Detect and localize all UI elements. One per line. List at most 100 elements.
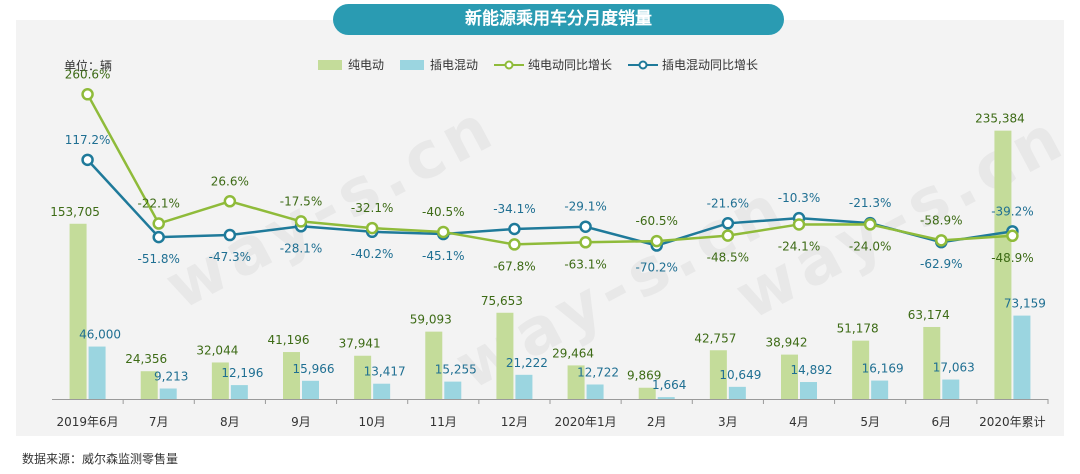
phev-yoy-label: -47.3% [209, 250, 251, 264]
bev-yoy-point [223, 195, 237, 208]
bar-label-phev: 21,222 [506, 356, 548, 370]
bar-label-phev: 16,169 [862, 362, 904, 376]
bar-label-bev: 38,942 [766, 336, 808, 350]
bev-yoy-label: 260.6% [65, 67, 111, 81]
legend-label-bev-yoy: 纯电动同比增长 [528, 58, 613, 72]
bar-phev [88, 346, 106, 399]
bar-label-phev: 13,417 [364, 365, 406, 379]
bar-label-bev: 37,941 [339, 337, 381, 351]
bar-label-phev: 9,213 [154, 369, 188, 383]
bar-label-phev: 15,255 [435, 363, 477, 377]
bar-label-phev: 12,722 [577, 365, 619, 379]
bar-phev [159, 388, 177, 399]
bev-yoy-point [437, 225, 450, 239]
bev-yoy-label: -40.5% [422, 205, 464, 219]
phev-yoy-point [152, 230, 165, 244]
bev-yoy-label: -24.0% [849, 239, 891, 253]
bar-label-bev: 75,653 [481, 294, 523, 308]
bar-bev [425, 331, 443, 399]
bar-bev [283, 352, 300, 399]
x-tick-label: 2020年累计 [979, 415, 1046, 429]
bar-label-bev: 235,384 [975, 112, 1025, 126]
bev-yoy-label: -17.5% [280, 194, 322, 208]
bar-bev [994, 130, 1012, 400]
bar-bev [69, 223, 87, 399]
legend-item-bev: 纯电动 [318, 56, 384, 73]
phev-yoy-point [721, 217, 735, 230]
x-tick-label: 9月 [291, 415, 311, 429]
chart-title: 新能源乘用车分月度销量 [333, 4, 784, 35]
legend: 纯电动 插电混动 纯电动同比增长 插电混动同比增长 [318, 56, 774, 73]
bar-label-bev: 41,196 [268, 333, 310, 347]
bev-yoy-label: -67.8% [493, 259, 535, 273]
bar-label-bev: 59,093 [410, 313, 452, 327]
bev-yoy-point [650, 234, 663, 248]
bev-yoy-point [721, 229, 735, 242]
phev-yoy-point [223, 228, 237, 242]
bar-label-phev: 10,649 [719, 368, 761, 382]
phev-yoy-label: -40.2% [351, 247, 393, 261]
legend-label-phev: 插电混动 [430, 58, 479, 72]
phev-yoy-point [81, 153, 94, 167]
phev-yoy-label: -39.2% [991, 204, 1033, 218]
bar-phev [728, 386, 746, 399]
bev-yoy-label: 26.6% [211, 174, 249, 188]
x-tick-label: 3月 [718, 415, 738, 429]
bar-bev [140, 371, 158, 399]
bar-label-phev: 17,063 [933, 361, 975, 375]
bev-yoy-point [365, 221, 379, 235]
bar-label-phev: 73,159 [1004, 297, 1046, 311]
bar-bev [781, 354, 798, 399]
phev-yoy-point [508, 222, 521, 236]
x-tick-label: 7月 [149, 415, 169, 429]
x-tick-label: 11月 [430, 415, 457, 429]
bar-label-bev: 32,044 [196, 343, 238, 357]
phev-yoy-label: -70.2% [635, 261, 677, 275]
x-tick-label: 4月 [789, 415, 809, 429]
bev-yoy-label: -22.1% [137, 197, 179, 211]
bar-phev [871, 380, 889, 399]
bev-yoy-point [294, 215, 308, 228]
phev-yoy-label: -34.1% [493, 202, 535, 216]
bev-yoy-point [152, 217, 165, 230]
bar-bev [852, 340, 870, 399]
bev-yoy-label: -24.1% [778, 239, 820, 253]
bar-bev [709, 350, 727, 399]
phev-yoy-label: -28.1% [280, 241, 322, 255]
legend-label-phev-yoy: 插电混动同比增长 [662, 58, 759, 72]
bev-yoy-label: -60.5% [635, 214, 677, 228]
phev-yoy-label: -21.6% [707, 196, 749, 210]
bar-label-phev: 1,664 [652, 378, 686, 392]
bev-yoy-label: -48.9% [991, 251, 1033, 265]
bar-phev [230, 385, 248, 399]
source-note: 数据来源：威尔森监测零售量 [22, 452, 179, 466]
bar-label-phev: 15,966 [293, 362, 335, 376]
bev-yoy-point [935, 234, 948, 247]
bar-label-bev: 42,757 [694, 331, 736, 345]
phev-yoy-point [579, 220, 592, 233]
phev-yoy-line [86, 159, 1013, 247]
x-tick-label: 2月 [647, 415, 667, 429]
x-tick-label: 5月 [860, 415, 880, 429]
phev-yoy-label: -51.8% [137, 252, 179, 266]
bar-phev [302, 380, 319, 399]
x-tick-label: 12月 [501, 415, 528, 429]
bev-yoy-label: -63.1% [564, 257, 606, 271]
legend-item-phev-yoy: 插电混动同比增长 [628, 56, 758, 73]
x-tick-label: 2020年1月 [554, 415, 616, 429]
legend-item-bev-yoy: 纯电动同比增长 [494, 56, 612, 73]
bev-yoy-point [1006, 229, 1019, 243]
bar-phev [373, 383, 391, 399]
bar-phev [444, 381, 462, 399]
x-tick-label: 6月 [931, 415, 951, 429]
bev-yoy-point [579, 236, 592, 249]
bar-label-bev: 24,356 [125, 352, 167, 366]
phev-yoy-label: -45.1% [422, 249, 464, 263]
bar-label-phev: 12,196 [221, 366, 263, 380]
bar-phev [942, 379, 960, 399]
legend-swatch-phev-yoy [628, 60, 659, 69]
bev-yoy-point [81, 88, 94, 101]
phev-yoy-label: -62.9% [920, 257, 962, 271]
phev-yoy-label: -10.3% [778, 191, 820, 205]
